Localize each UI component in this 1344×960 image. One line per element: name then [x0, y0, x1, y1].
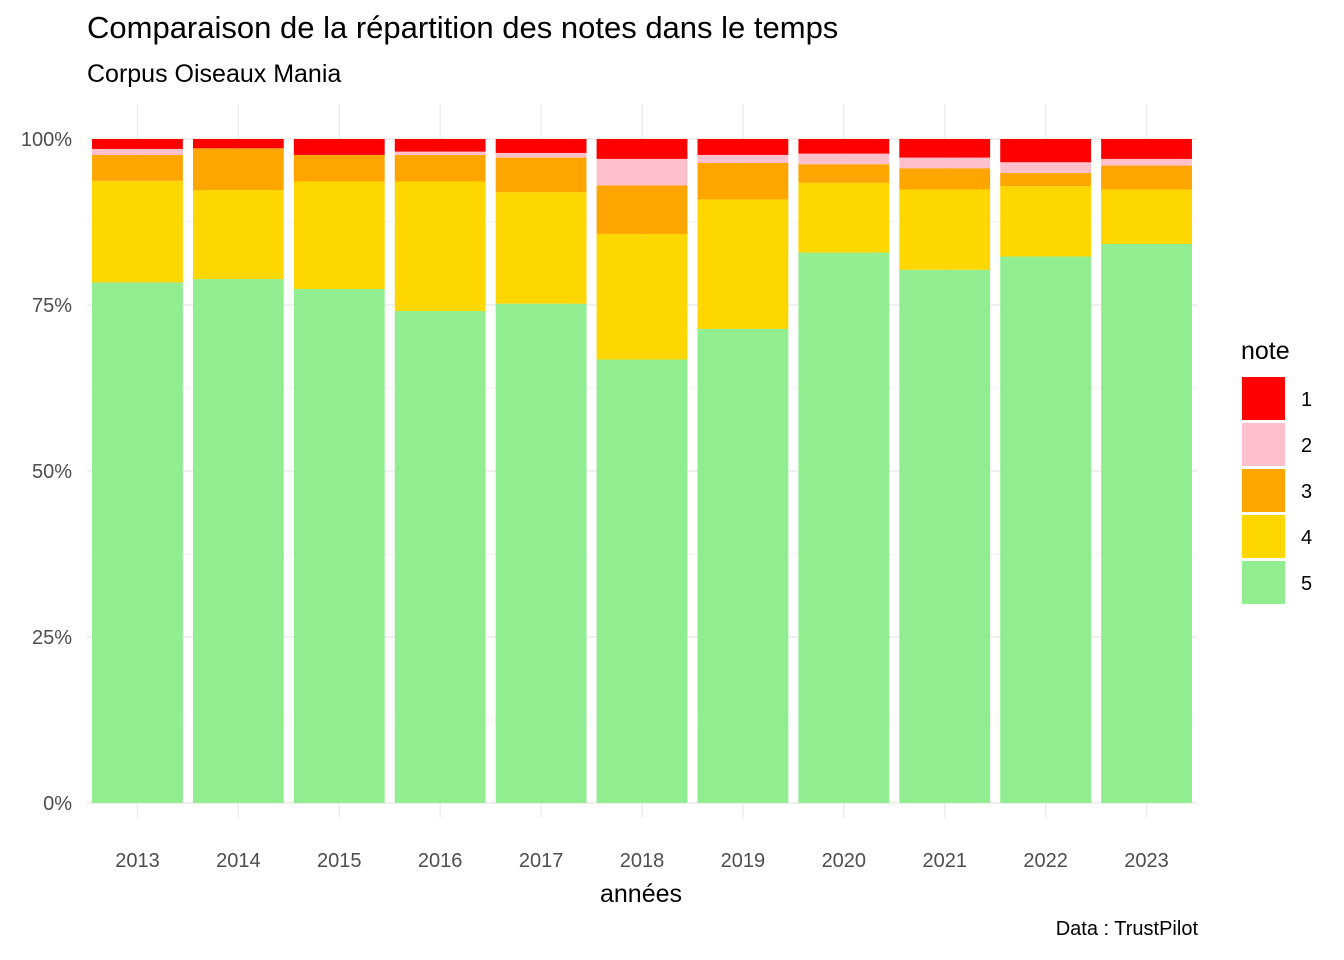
- bar-2022-note-3: [1000, 172, 1092, 187]
- bar-2020-note-4: [798, 182, 890, 253]
- bar-2023-note-3: [1101, 165, 1192, 190]
- y-tick-label: 50%: [32, 461, 72, 483]
- bar-2015-note-4: [293, 181, 385, 290]
- x-tick-label: 2019: [721, 850, 766, 872]
- bar-2014-note-4: [192, 190, 284, 280]
- bar-2023-note-4: [1101, 189, 1192, 244]
- chart-subtitle: Corpus Oiseaux Mania: [87, 60, 342, 88]
- legend-key-2: [1242, 423, 1285, 466]
- caption: Data : TrustPilot: [1055, 918, 1198, 940]
- y-axis-ticks: 0% 25% 50% 75% 100%: [21, 129, 72, 815]
- bar-2023-note-5: [1101, 243, 1192, 804]
- bar-2022-note-2: [1000, 162, 1092, 173]
- legend-key-5: [1242, 561, 1285, 604]
- x-tick-label: 2015: [317, 850, 362, 872]
- bar-2018-note-3: [596, 185, 688, 234]
- x-tick-label: 2020: [822, 850, 867, 872]
- x-axis-ticks: 2013 2014 2015 2016 2017 2018 2019 2020 2021 2022…: [115, 850, 1169, 872]
- y-tick-label: 100%: [21, 129, 72, 151]
- x-tick-label: 2022: [1023, 850, 1068, 872]
- bar-2014-note-5: [192, 279, 284, 803]
- bar-2023-note-2: [1101, 158, 1192, 166]
- bar-2021-note-4: [899, 189, 991, 270]
- bar-2020-note-3: [798, 164, 890, 183]
- bar-2020-note-5: [798, 252, 890, 803]
- y-tick-label: 0%: [43, 793, 72, 815]
- bar-2017-note-2: [495, 152, 587, 158]
- bar-2021-note-3: [899, 168, 991, 190]
- bar-2021-note-5: [899, 269, 991, 804]
- bar-2018-note-4: [596, 233, 688, 360]
- legend-label-5: 5: [1301, 573, 1312, 595]
- bar-2013-note-1: [92, 139, 183, 149]
- legend-key-3: [1242, 469, 1285, 512]
- bar-2017-note-5: [495, 303, 587, 803]
- bar-2015-note-3: [293, 154, 385, 182]
- legend-label-3: 3: [1301, 481, 1312, 503]
- x-tick-label: 2013: [115, 850, 160, 872]
- x-tick-label: 2023: [1124, 850, 1169, 872]
- y-tick-label: 25%: [32, 627, 72, 649]
- legend-label-1: 1: [1301, 389, 1312, 411]
- legend-key-1: [1242, 377, 1285, 420]
- y-tick-label: 75%: [32, 295, 72, 317]
- bar-2014-note-1: [192, 139, 284, 149]
- legend-title: note: [1241, 337, 1290, 365]
- bar-2020-note-2: [798, 153, 890, 165]
- bar-2017-note-1: [495, 139, 587, 153]
- chart-title: Comparaison de la répartition des notes …: [87, 10, 839, 45]
- bar-2019-note-4: [697, 199, 789, 329]
- bar-2013-note-4: [92, 180, 183, 283]
- bar-2013-note-5: [92, 282, 183, 803]
- bar-2016-note-2: [394, 151, 486, 155]
- bar-2021-note-1: [899, 139, 991, 158]
- x-tick-label: 2017: [519, 850, 564, 872]
- bar-2022-note-5: [1000, 256, 1092, 803]
- bar-2023-note-1: [1101, 139, 1192, 159]
- bar-2013-note-2: [92, 148, 183, 155]
- legend-key-4: [1242, 515, 1285, 558]
- bar-2018-note-2: [596, 158, 688, 186]
- bar-2015-note-1: [293, 139, 385, 155]
- bar-2022-note-4: [1000, 186, 1092, 257]
- bar-2016-note-1: [394, 139, 486, 152]
- bar-2017-note-3: [495, 157, 587, 193]
- bar-2020-note-1: [798, 139, 890, 154]
- x-tick-label: 2018: [620, 850, 665, 872]
- bar-2019-note-3: [697, 162, 789, 200]
- bar-2018-note-1: [596, 139, 688, 159]
- x-tick-label: 2014: [216, 850, 261, 872]
- bars: [92, 139, 1192, 804]
- legend-label-2: 2: [1301, 435, 1312, 457]
- legend-label-4: 4: [1301, 527, 1312, 549]
- bar-2013-note-3: [92, 154, 183, 181]
- bar-2014-note-3: [192, 148, 284, 191]
- bar-2021-note-2: [899, 157, 991, 169]
- bar-2019-note-5: [697, 328, 789, 803]
- bar-2016-note-3: [394, 154, 486, 182]
- bar-2016-note-4: [394, 181, 486, 311]
- bar-2018-note-5: [596, 359, 688, 803]
- bar-2015-note-5: [293, 289, 385, 804]
- x-tick-label: 2016: [418, 850, 463, 872]
- x-axis-title: années: [600, 880, 682, 908]
- bar-2019-note-2: [697, 154, 789, 163]
- bar-2022-note-1: [1000, 139, 1092, 163]
- bar-2016-note-5: [394, 310, 486, 803]
- x-tick-label: 2021: [922, 850, 967, 872]
- bar-2019-note-1: [697, 139, 789, 155]
- legend: note 1 2 3 4 5: [1241, 337, 1312, 604]
- bar-2017-note-4: [495, 192, 587, 304]
